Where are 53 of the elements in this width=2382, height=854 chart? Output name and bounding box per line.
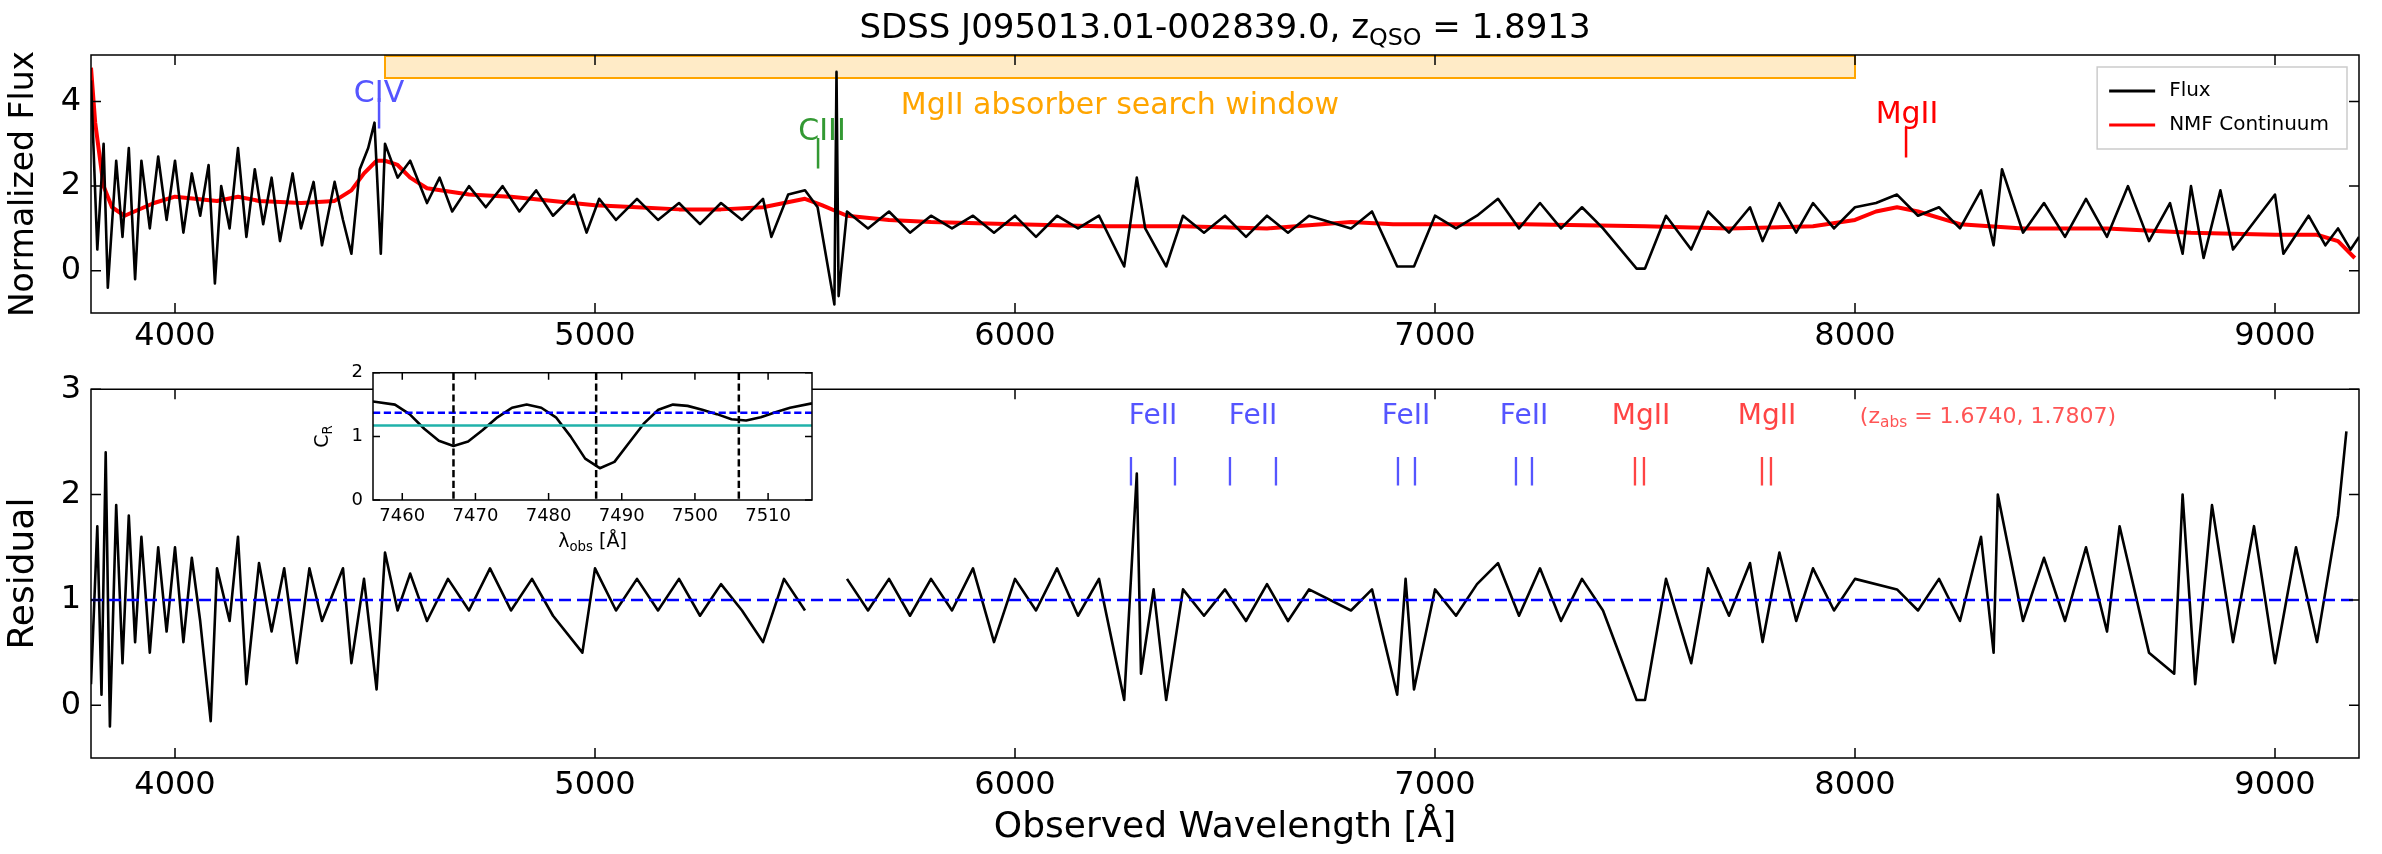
- x-tick-label: 4000: [134, 763, 216, 802]
- annotation: FeII: [1228, 398, 1278, 432]
- annotation: |: [1170, 453, 1180, 487]
- y-tick-label: 0: [60, 249, 81, 288]
- x-tick-label: 5000: [554, 314, 636, 353]
- y-tick-label: 4: [60, 79, 81, 118]
- y-tick-label: 2: [60, 472, 81, 511]
- annotation: |: [1393, 453, 1403, 487]
- x-tick-label: 6000: [974, 763, 1056, 802]
- annotation: |: [1757, 453, 1767, 487]
- y-axis-title: CR: [309, 425, 335, 448]
- annotation: |: [1225, 453, 1235, 487]
- legend-label: Flux: [2169, 77, 2211, 102]
- x-tick-label: 4000: [134, 314, 216, 353]
- y-axis-title: Residual: [0, 497, 42, 650]
- x-tick-label: 8000: [1814, 763, 1896, 802]
- y-tick-label: 2: [351, 360, 363, 382]
- x-axis-title: Observed Wavelength [Å]: [993, 803, 1457, 846]
- x-tick-label: 7000: [1394, 763, 1476, 802]
- y-tick-label: 1: [351, 424, 363, 446]
- annotation: MgII: [1737, 398, 1797, 432]
- annotation: |: [1630, 453, 1640, 487]
- y-tick-label: 0: [60, 683, 81, 722]
- x-tick-label: 9000: [2234, 763, 2316, 802]
- legend-label: NMF Continuum: [2169, 111, 2330, 136]
- x-tick-label: 9000: [2234, 314, 2316, 353]
- annotation: |: [1271, 453, 1281, 487]
- x-tick-label: 7500: [672, 504, 718, 526]
- annotation: |: [1639, 453, 1649, 487]
- annotation: |: [1410, 453, 1420, 487]
- x-tick-label: 7480: [525, 504, 572, 526]
- x-tick-label: 8000: [1814, 314, 1896, 353]
- x-tick-label: 7460: [379, 504, 426, 526]
- x-tick-label: 7000: [1394, 314, 1476, 353]
- y-tick-label: 2: [60, 164, 81, 203]
- x-tick-label: 5000: [554, 763, 636, 802]
- annotation: |: [1126, 453, 1136, 487]
- x-tick-label: 7470: [452, 504, 499, 526]
- annotation: |: [1766, 453, 1776, 487]
- y-axis-title: Normalized Flux: [1, 50, 41, 318]
- x-tick-label: 7510: [745, 504, 792, 526]
- annotation: FeII: [1499, 398, 1549, 432]
- annotation: |: [1511, 453, 1521, 487]
- band-label: MgII absorber search window: [900, 85, 1340, 121]
- annotation: MgII: [1611, 398, 1671, 432]
- annotation: FeII: [1128, 398, 1178, 432]
- y-tick-label: 1: [60, 578, 81, 617]
- annotation: FeII: [1381, 398, 1431, 432]
- x-tick-label: 7490: [598, 504, 645, 526]
- annotation: |: [1527, 453, 1537, 487]
- y-tick-label: 0: [351, 487, 363, 509]
- y-tick-label: 3: [60, 367, 81, 406]
- x-tick-label: 6000: [974, 314, 1056, 353]
